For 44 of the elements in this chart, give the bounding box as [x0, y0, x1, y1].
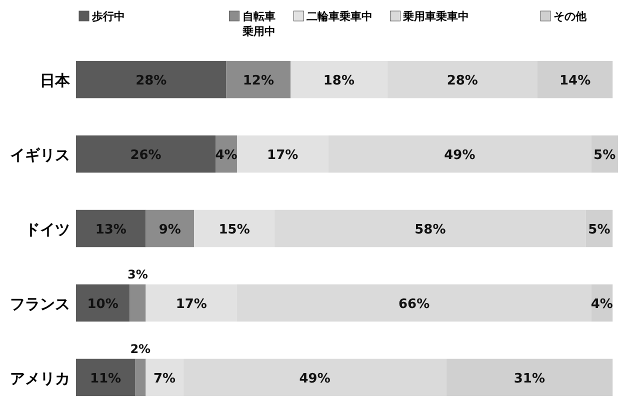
- data-label: 31%: [514, 371, 546, 386]
- bar: [76, 210, 146, 248]
- bar: [146, 210, 194, 248]
- bar: [76, 284, 130, 322]
- y-tick-label: 日本: [40, 72, 71, 90]
- data-label: 28%: [136, 74, 167, 89]
- data-label: 58%: [414, 222, 446, 238]
- data-label: 10%: [87, 296, 118, 312]
- legend-label: 乗用車乗車中: [402, 10, 470, 23]
- data-label: 11%: [90, 371, 122, 386]
- bar: [76, 358, 136, 396]
- legend-label: 自転車乗用中: [241, 10, 276, 38]
- bar: [130, 284, 146, 322]
- data-label: 5%: [594, 148, 616, 164]
- data-label: 4%: [590, 296, 613, 312]
- y-tick-label: フランス: [10, 294, 70, 313]
- bar: [135, 358, 146, 396]
- bar: [226, 60, 291, 98]
- legend-label: 二輪車乗車中: [306, 10, 373, 23]
- data-label: 9%: [158, 222, 181, 238]
- data-label: 2%: [130, 342, 151, 356]
- data-label: 4%: [215, 148, 238, 164]
- y-tick-label: アメリカ: [10, 369, 70, 388]
- bar: [76, 135, 216, 173]
- data-label: 3%: [128, 267, 148, 282]
- legend-label: その他: [554, 10, 588, 23]
- legend-label: 歩行中: [91, 10, 125, 23]
- data-label: 66%: [398, 296, 430, 312]
- data-label: 49%: [299, 371, 330, 386]
- data-label: 18%: [323, 74, 355, 89]
- data-label: 14%: [560, 74, 591, 89]
- data-label: 13%: [95, 222, 126, 238]
- bar: [76, 60, 226, 98]
- y-tick-label: イギリス: [10, 146, 70, 164]
- data-label: 15%: [218, 222, 250, 238]
- data-label: 12%: [242, 74, 274, 89]
- data-label: 7%: [154, 371, 176, 386]
- data-label: 26%: [130, 148, 162, 164]
- data-label: 17%: [176, 296, 207, 312]
- data-label: 5%: [588, 222, 610, 238]
- data-label: 17%: [267, 148, 298, 164]
- y-tick-label: ドイツ: [25, 220, 70, 238]
- data-label: 49%: [444, 148, 476, 164]
- data-label: 28%: [446, 74, 478, 89]
